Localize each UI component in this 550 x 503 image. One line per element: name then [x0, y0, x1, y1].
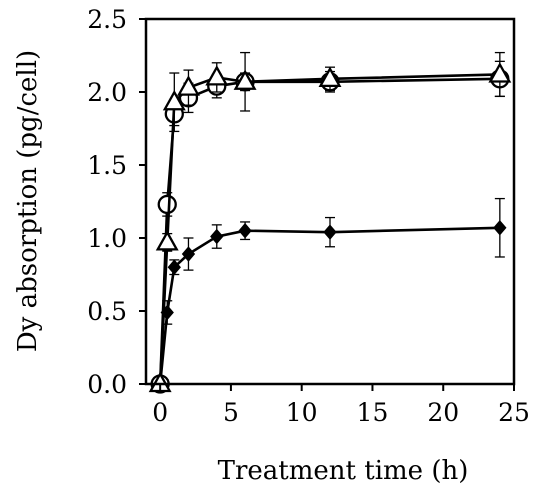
data-point-diamond	[323, 224, 337, 240]
data-point-diamond	[238, 222, 252, 239]
data-point-triangle	[155, 230, 179, 251]
x-tick-label: 20	[427, 398, 459, 427]
x-tick-label: 5	[223, 398, 239, 427]
data-point-triangle	[318, 66, 342, 88]
plot-frame	[144, 17, 516, 386]
x-tick-label: 0	[152, 398, 168, 427]
data-point-triangle	[488, 62, 512, 83]
x-tick-label: 25	[498, 398, 530, 427]
y-tick-label: 2.5	[87, 5, 127, 34]
data-point-diamond	[167, 259, 181, 275]
data-point-diamond	[493, 220, 507, 236]
data-point-circle	[157, 194, 177, 215]
data-point-triangle	[177, 75, 200, 96]
data-point-triangle	[205, 65, 229, 86]
y-tick-label: 1.0	[87, 224, 127, 253]
series-line	[158, 73, 500, 385]
ticks-layer: 0 5 10 15 20 25 0.0 0.5 1.0 1.5 2.0 2.5	[87, 5, 530, 427]
y-tick-label: 0.0	[87, 370, 127, 399]
series-line	[158, 226, 500, 385]
x-axis-label: Treatment time (h)	[218, 456, 469, 486]
series-line	[158, 77, 500, 385]
y-tick-label: 2.0	[87, 78, 127, 107]
data-point-diamond	[181, 246, 196, 262]
marks-layer	[148, 51, 512, 394]
series-triangle-open	[148, 51, 512, 393]
x-tick-label: 10	[286, 398, 318, 427]
y-tick-label: 0.5	[87, 297, 127, 326]
data-point-diamond	[210, 228, 224, 245]
x-tick-label: 15	[357, 398, 389, 427]
y-axis-label: Dy absorption (pg/cell)	[13, 50, 43, 352]
data-point-triangle	[162, 89, 186, 111]
series-diamond-filled	[153, 197, 507, 392]
data-point-triangle	[233, 69, 257, 90]
y-tick-label: 1.5	[87, 151, 127, 180]
